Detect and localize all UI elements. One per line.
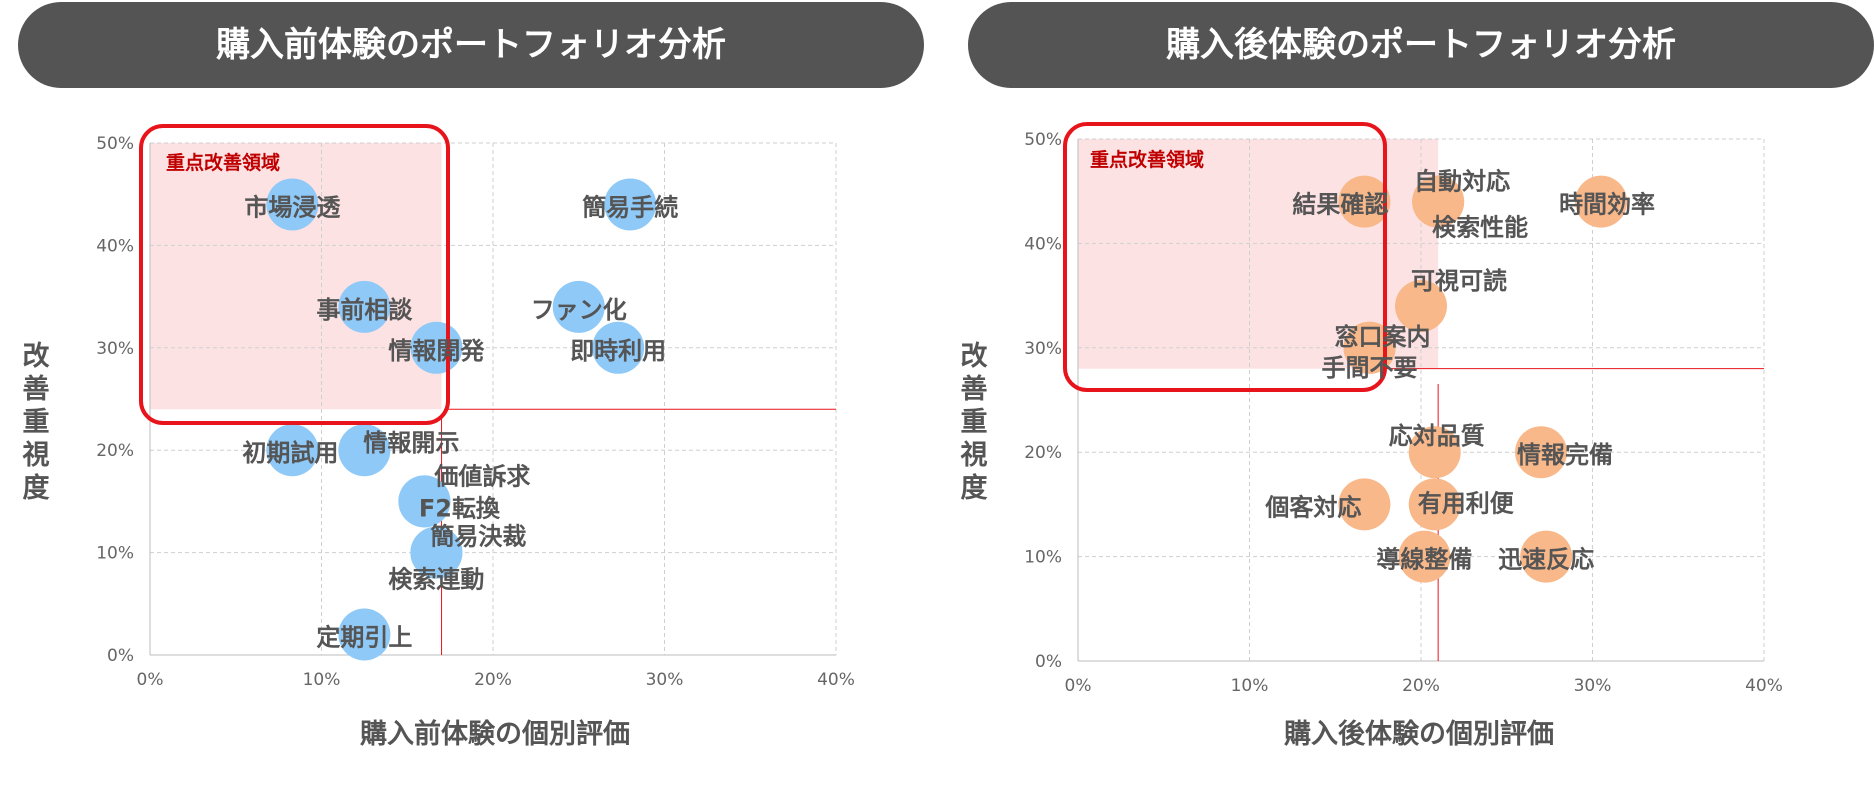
data-bubble xyxy=(1398,530,1451,583)
x-tick-label: 20% xyxy=(1402,676,1440,696)
y-axis-label: 改善重視度 xyxy=(22,341,50,504)
highlight-region-label: 重点改善領域 xyxy=(1090,148,1204,171)
x-axis-label: 購入前体験の個別評価 xyxy=(360,719,630,750)
bubble-label: 情報開発 xyxy=(388,337,485,365)
bubble-label: 迅速反応 xyxy=(1498,546,1594,574)
x-tick-label: 40% xyxy=(1745,676,1783,696)
highlight-region-border xyxy=(1063,122,1387,392)
bubble-label: 情報完備 xyxy=(1517,441,1613,469)
y-tick-label: 20% xyxy=(1024,443,1062,463)
y-tick-label: 50% xyxy=(1024,130,1062,150)
bubble-label: 価値訴求 xyxy=(433,462,530,490)
bubble-label: 検索性能 xyxy=(1432,214,1528,242)
bubble-label: 市場浸透 xyxy=(244,193,341,221)
bubble-label: F2転換 xyxy=(419,494,501,522)
bubble-label: 初期試用 xyxy=(242,439,338,467)
bubble-label: 導線整備 xyxy=(1376,546,1472,574)
bubble-label: 応対品質 xyxy=(1389,422,1485,450)
x-tick-label: 40% xyxy=(817,670,855,690)
bubble-label: 結果確認 xyxy=(1292,191,1388,219)
y-tick-label: 40% xyxy=(96,236,134,256)
data-bubble xyxy=(1338,175,1391,228)
data-bubble xyxy=(1412,175,1465,228)
chart-title: 購入後体験のポートフォリオ分析 xyxy=(968,2,1874,88)
bubble-label: 時間効率 xyxy=(1559,191,1655,219)
data-bubble xyxy=(266,424,319,477)
pre-purchase-scatter-chart: 0% 10% 20% 30% 40% 0% 10% 20% 30% 40% 50% 重点改善領域市場浸… xyxy=(96,124,855,690)
x-tick-label: 30% xyxy=(646,670,684,690)
x-tick-label: 10% xyxy=(303,670,341,690)
x-tick-label: 10% xyxy=(1231,676,1269,696)
y-tick-label: 0% xyxy=(107,646,134,666)
bubble-label: 事前相談 xyxy=(316,296,413,324)
data-bubble xyxy=(1338,478,1391,531)
data-bubble xyxy=(1395,280,1447,333)
x-tick-label: 20% xyxy=(474,670,512,690)
y-tick-label: 20% xyxy=(96,441,134,461)
bubble-label: 情報開示 xyxy=(363,429,459,457)
bubble-label: 有用利便 xyxy=(1418,489,1515,517)
data-bubble xyxy=(552,280,605,333)
data-bubble xyxy=(338,424,391,477)
bubble-label: 個客対応 xyxy=(1264,493,1361,521)
bubble-label: 即時利用 xyxy=(570,337,666,365)
pre-purchase-panel: 購入前体験のポートフォリオ分析 改善重視度 購入前体験の個別評価 0% 10% 20… xyxy=(0,0,924,796)
y-tick-label: 10% xyxy=(96,544,134,564)
highlight-region-border xyxy=(139,124,450,425)
highlight-region-label: 重点改善領域 xyxy=(166,151,280,174)
bubble-label: ファン化 xyxy=(531,296,627,324)
data-bubble xyxy=(398,475,451,528)
y-tick-label: 50% xyxy=(96,134,134,154)
bubble-label: 簡易決裁 xyxy=(430,523,526,551)
data-bubble xyxy=(1343,321,1396,374)
post-purchase-scatter-chart: 0% 10% 20% 30% 40% 0% 10% 20% 30% 40% 50% 重点改善領域結果確… xyxy=(1024,122,1783,696)
bubble-label: 検索連動 xyxy=(388,566,484,594)
data-bubble xyxy=(1408,478,1461,531)
y-tick-label: 0% xyxy=(1035,652,1062,672)
bubble-label: 自動対応 xyxy=(1414,168,1510,196)
bubble-label: 定期引上 xyxy=(316,624,412,652)
post-purchase-panel: 購入後体験のポートフォリオ分析 改善重視度 購入後体験の個別評価 0% 10% 20… xyxy=(954,0,1874,796)
data-bubble xyxy=(604,178,657,231)
data-bubble xyxy=(1575,175,1628,228)
data-bubble xyxy=(1408,426,1461,479)
chart-title: 購入前体験のポートフォリオ分析 xyxy=(18,2,924,88)
y-axis-label: 改善重視度 xyxy=(960,341,988,504)
data-bubble xyxy=(1520,530,1573,583)
data-bubble xyxy=(266,178,319,231)
y-tick-label: 30% xyxy=(1024,339,1062,359)
data-bubble xyxy=(1515,426,1568,479)
data-bubble xyxy=(338,280,391,333)
bubble-label: 窓口案内 xyxy=(1335,323,1431,351)
x-tick-label: 0% xyxy=(1065,676,1092,696)
data-bubble xyxy=(410,526,463,579)
x-axis-label: 購入後体験の個別評価 xyxy=(1284,719,1554,750)
data-bubble xyxy=(338,608,391,661)
y-tick-label: 40% xyxy=(1024,234,1062,254)
bubble-label: 手間不要 xyxy=(1322,354,1418,382)
x-tick-label: 30% xyxy=(1574,676,1612,696)
bubble-label: 可視可読 xyxy=(1411,267,1507,295)
x-tick-label: 0% xyxy=(137,670,164,690)
y-tick-label: 10% xyxy=(1024,548,1062,568)
bubble-label: 簡易手続 xyxy=(582,193,678,221)
data-bubble xyxy=(592,321,645,374)
y-tick-label: 30% xyxy=(96,339,134,359)
